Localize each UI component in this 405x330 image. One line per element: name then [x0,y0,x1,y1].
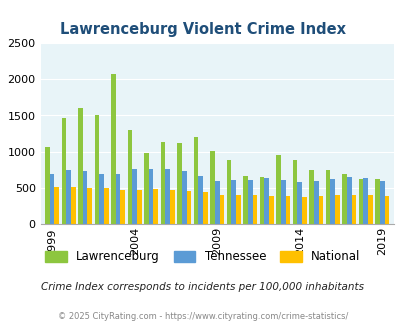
Bar [83,171,87,224]
Bar [358,179,362,224]
Bar [62,118,66,224]
Bar [165,169,170,224]
Bar [285,196,290,224]
Bar [136,189,141,224]
Bar [259,177,264,224]
Bar [94,115,99,224]
Bar [243,177,247,224]
Bar [45,147,50,224]
Bar [160,142,165,224]
Bar [367,195,372,224]
Bar [120,189,125,224]
Bar [313,181,318,224]
Bar [374,179,379,224]
Bar [132,169,136,224]
Bar [334,195,339,224]
Bar [149,169,153,224]
Bar [235,195,240,224]
Bar [87,188,92,224]
Bar [269,196,273,224]
Bar [276,155,280,224]
Bar [252,195,256,224]
Bar [379,181,384,224]
Bar [202,192,207,224]
Bar [170,189,174,224]
Text: © 2025 CityRating.com - https://www.cityrating.com/crime-statistics/: © 2025 CityRating.com - https://www.city… [58,312,347,321]
Bar [219,195,224,224]
Bar [153,189,158,224]
Bar [78,108,83,224]
Legend: Lawrenceburg, Tennessee, National: Lawrenceburg, Tennessee, National [42,247,363,267]
Bar [177,143,181,224]
Bar [301,197,306,224]
Bar [384,196,388,224]
Bar [231,180,235,224]
Bar [111,74,115,224]
Bar [144,152,149,224]
Bar [71,187,75,224]
Bar [226,160,231,224]
Bar [297,182,301,224]
Bar [325,170,330,224]
Bar [351,195,355,224]
Bar [247,180,252,224]
Bar [50,174,54,224]
Bar [280,180,285,224]
Bar [210,151,214,224]
Bar [66,170,71,224]
Bar [115,174,120,224]
Bar [318,196,322,224]
Text: Crime Index corresponds to incidents per 100,000 inhabitants: Crime Index corresponds to incidents per… [41,282,364,292]
Bar [362,178,367,224]
Bar [346,177,351,224]
Bar [181,171,186,224]
Bar [214,181,219,224]
Bar [186,191,191,224]
Bar [104,188,108,224]
Bar [309,170,313,224]
Bar [292,160,297,224]
Bar [54,187,59,224]
Text: Lawrenceburg Violent Crime Index: Lawrenceburg Violent Crime Index [60,22,345,37]
Bar [128,130,132,224]
Bar [198,177,202,224]
Bar [264,178,269,224]
Bar [330,180,334,224]
Bar [341,174,346,224]
Bar [99,174,104,224]
Bar [193,137,198,224]
